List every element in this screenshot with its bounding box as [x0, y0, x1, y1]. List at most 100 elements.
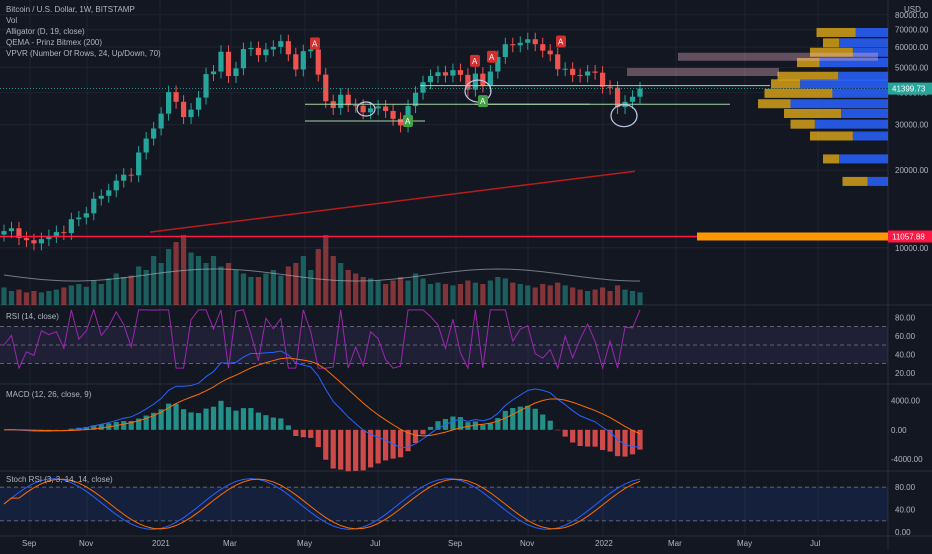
volume-bar — [563, 285, 568, 305]
rsi-tick-label: 40.00 — [895, 350, 916, 359]
volume-bar — [248, 277, 253, 305]
vp-row-up — [841, 109, 888, 118]
candle-body — [450, 70, 455, 75]
indicator-qema[interactable]: QEMA - Prinz Bitmex (200) — [6, 37, 161, 48]
alligator-line — [4, 269, 640, 281]
indicator-vol[interactable]: Vol — [6, 15, 161, 26]
highlight-circle — [611, 105, 637, 127]
vp-row-down — [823, 38, 839, 47]
volume-bar — [622, 290, 627, 305]
candle-body — [1, 231, 6, 234]
level-price-label: 11057.88 — [892, 232, 925, 241]
macd-hist-bar — [301, 430, 306, 437]
volume-bar — [166, 249, 171, 305]
volume-bar — [450, 285, 455, 305]
macd-hist-bar — [196, 413, 201, 430]
time-axis-label: May — [297, 539, 312, 548]
indicator-vpvr[interactable]: VPVR (Number Of Rows, 24, Up/Down, 70) — [6, 48, 161, 59]
macd-hist-bar — [271, 418, 276, 430]
stoch-title[interactable]: Stoch RSI (3, 3, 14, 14, close) — [6, 474, 113, 485]
candle-body — [181, 102, 186, 117]
volume-bar — [54, 290, 59, 305]
candle-body — [390, 111, 395, 119]
price-tick-label: 70000.00 — [895, 26, 929, 35]
candle-body — [76, 218, 81, 220]
candle-body — [196, 98, 201, 110]
candle-body — [570, 69, 575, 75]
macd-hist-bar — [181, 409, 186, 430]
vp-row-down — [810, 131, 853, 140]
vp-row-down — [817, 28, 856, 37]
candle-body — [211, 72, 216, 75]
volume-bar — [16, 290, 21, 305]
candle-body — [600, 73, 605, 87]
volume-bar — [129, 276, 134, 305]
candle-body — [263, 49, 268, 55]
symbol-title[interactable]: Bitcoin / U.S. Dollar, 1W, BITSTAMP — [6, 4, 161, 15]
macd-hist-bar — [525, 406, 530, 430]
candle-body — [293, 54, 298, 69]
volume-bar — [570, 288, 575, 306]
volume-bar — [428, 284, 433, 305]
candle-body — [159, 114, 164, 129]
volume-bar — [61, 288, 66, 306]
volume-bar — [600, 288, 605, 306]
candle-body — [376, 106, 381, 108]
macd-tick-label: 0.00 — [891, 426, 907, 435]
stoch-tick-label: 80.00 — [895, 483, 916, 492]
vp-row-down — [791, 120, 815, 129]
macd-hist-bar — [615, 430, 620, 456]
candle-body — [106, 190, 111, 196]
indicator-alligator[interactable]: Alligator (D, 19, close) — [6, 26, 161, 37]
volume-bar — [76, 284, 81, 305]
macd-hist-bar — [480, 425, 485, 430]
candle-body — [61, 232, 66, 233]
candle-body — [39, 239, 44, 243]
vp-row-down — [784, 109, 841, 118]
volume-bar — [495, 277, 500, 305]
vp-row-up — [853, 131, 888, 140]
macd-hist-bar — [630, 430, 635, 454]
rsi-tick-label: 80.00 — [895, 313, 916, 322]
volume-bar — [293, 263, 298, 305]
candle-body — [278, 41, 283, 47]
volume-bar — [458, 284, 463, 305]
candle-body — [548, 51, 553, 55]
volume-bar — [533, 288, 538, 306]
candle-body — [540, 44, 545, 50]
macd-hist-bar — [495, 418, 500, 430]
volume-bar — [383, 284, 388, 305]
volume-bar — [338, 263, 343, 305]
volume-bar — [465, 281, 470, 306]
macd-hist-bar — [173, 404, 178, 430]
macd-hist-bar — [256, 413, 261, 430]
candle-body — [607, 87, 612, 88]
macd-hist-bar — [607, 430, 612, 452]
volume-bar — [173, 242, 178, 305]
signal-marker-label: A — [312, 39, 318, 48]
candle-body — [443, 72, 448, 75]
macd-hist-bar — [376, 430, 381, 464]
candle-body — [301, 51, 306, 69]
candle-body — [338, 95, 343, 108]
time-axis-label: Nov — [520, 539, 534, 548]
vp-poc-bar — [697, 232, 888, 240]
candle-body — [69, 219, 74, 233]
candle-body — [271, 47, 276, 50]
volume-bar — [218, 267, 223, 306]
candle-body — [144, 139, 149, 153]
candle-body — [203, 74, 208, 97]
candle-body — [286, 41, 291, 54]
candle-body — [518, 43, 523, 46]
vp-row-up — [839, 38, 888, 47]
vp-row-down — [823, 154, 839, 163]
time-axis-label: Jul — [370, 539, 380, 548]
time-axis-label: Mar — [668, 539, 682, 548]
candle-body — [637, 89, 642, 97]
candle-body — [129, 175, 134, 176]
macd-title[interactable]: MACD (12, 26, close, 9) — [6, 389, 91, 400]
rsi-title[interactable]: RSI (14, close) — [6, 311, 59, 322]
volume-bar — [615, 285, 620, 305]
